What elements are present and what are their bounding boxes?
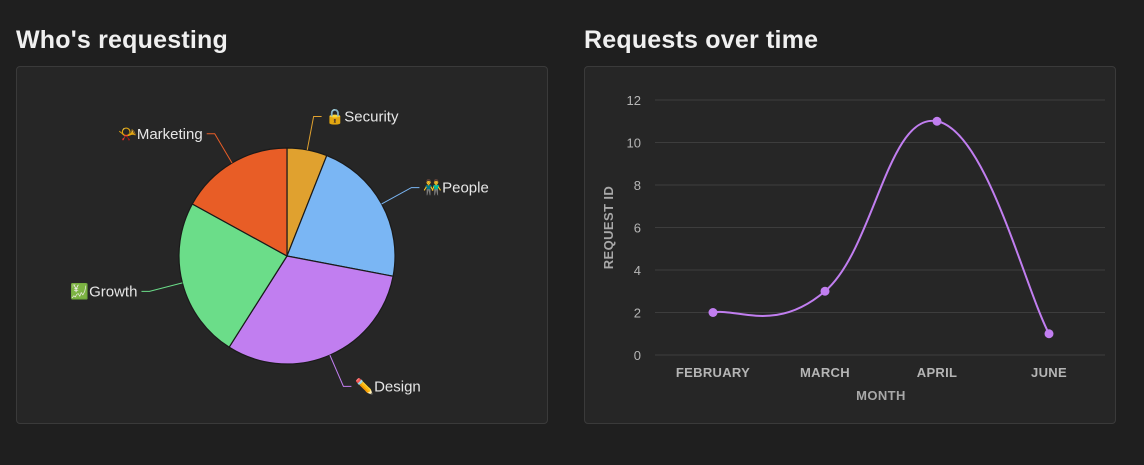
pie-slice-marketing[interactable]: [191, 147, 288, 258]
y-tick-label: 2: [634, 306, 641, 321]
x-tick-label: APRIL: [917, 365, 958, 380]
pie-leader-line: [381, 187, 420, 205]
x-tick-label: FEBRUARY: [676, 365, 750, 380]
data-point[interactable]: [820, 286, 830, 296]
pie-leader-line: [141, 282, 183, 292]
pie-leader-line: [329, 354, 352, 387]
y-tick-label: 0: [634, 348, 641, 363]
line-chart-card: 0 2 4 6 8 10 12 FEBRUARY MARCH APRIL JUNE MONTH REQU…: [584, 66, 1116, 424]
data-point[interactable]: [932, 116, 942, 126]
pie-label-growth: 💹Growth: [70, 282, 137, 300]
line-chart-title: Requests over time: [584, 26, 819, 54]
pie-leader-line: [306, 116, 322, 151]
x-axis-title: MONTH: [856, 388, 906, 403]
pie-leader-line: [206, 133, 233, 164]
y-tick-label: 10: [627, 136, 641, 151]
x-tick-label: JUNE: [1031, 365, 1067, 380]
data-point[interactable]: [708, 308, 718, 317]
x-tick-label: MARCH: [800, 365, 850, 380]
data-point[interactable]: [1044, 329, 1054, 339]
pie-label-security: 🔒Security: [326, 109, 399, 126]
y-tick-label: 12: [627, 93, 641, 108]
y-tick-label: 6: [634, 221, 641, 236]
pie-label-marketing: 📯Marketing: [118, 126, 203, 143]
y-axis-title: REQUEST ID: [601, 186, 616, 269]
pie-chart-title: Who's requesting: [16, 26, 228, 54]
line-series: [712, 120, 1050, 335]
line-chart: 0 2 4 6 8 10 12 FEBRUARY MARCH APRIL JUNE MONTH REQU…: [601, 93, 1105, 403]
pie-slice-growth[interactable]: [178, 203, 288, 349]
pie-chart-card: 🔒Security 👬People ✏️Design 💹Growth 📯Marketin…: [16, 66, 548, 424]
y-tick-label: 4: [634, 263, 641, 278]
pie-label-people: 👬People: [423, 179, 488, 197]
pie-chart: 🔒Security 👬People ✏️Design 💹Growth 📯Marketin…: [70, 109, 488, 396]
y-tick-label: 8: [634, 178, 641, 193]
pie-slice-people[interactable]: [286, 154, 396, 277]
pie-label-design: ✏️Design: [355, 376, 420, 395]
